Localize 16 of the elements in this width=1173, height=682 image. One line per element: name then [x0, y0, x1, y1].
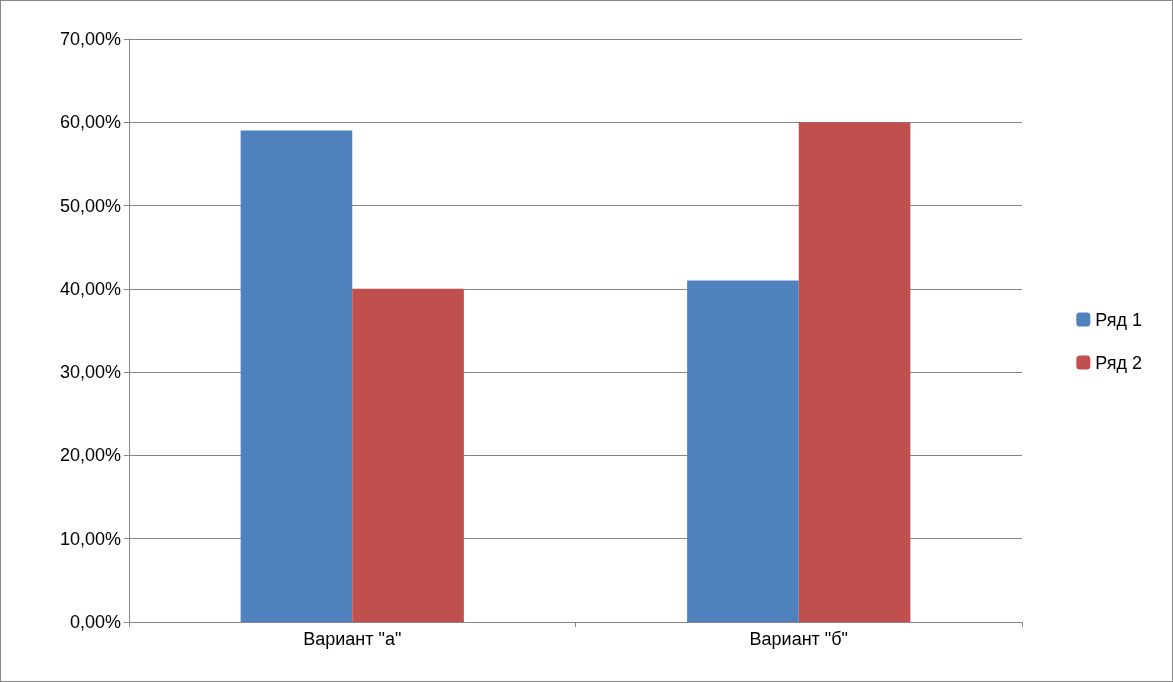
- bar: [798, 122, 911, 622]
- bar: [240, 130, 353, 622]
- bar: [352, 288, 464, 622]
- legend-label: Ряд 2: [1095, 352, 1142, 373]
- y-tick-label: 10,00%: [59, 528, 121, 549]
- y-tick-label: 50,00%: [59, 195, 121, 216]
- x-tick-label: Вариант "б": [749, 629, 848, 649]
- y-tick-label: 60,00%: [59, 112, 121, 133]
- y-tick-label: 0,00%: [69, 612, 121, 632]
- y-tick-label: 40,00%: [59, 278, 121, 299]
- bar: [687, 280, 799, 622]
- legend-label: Ряд 1: [1095, 309, 1142, 330]
- x-tick-label: Вариант "а": [303, 629, 402, 649]
- y-tick-label: 70,00%: [59, 29, 121, 49]
- y-tick-label: 30,00%: [59, 362, 121, 383]
- y-tick-label: 20,00%: [59, 445, 121, 466]
